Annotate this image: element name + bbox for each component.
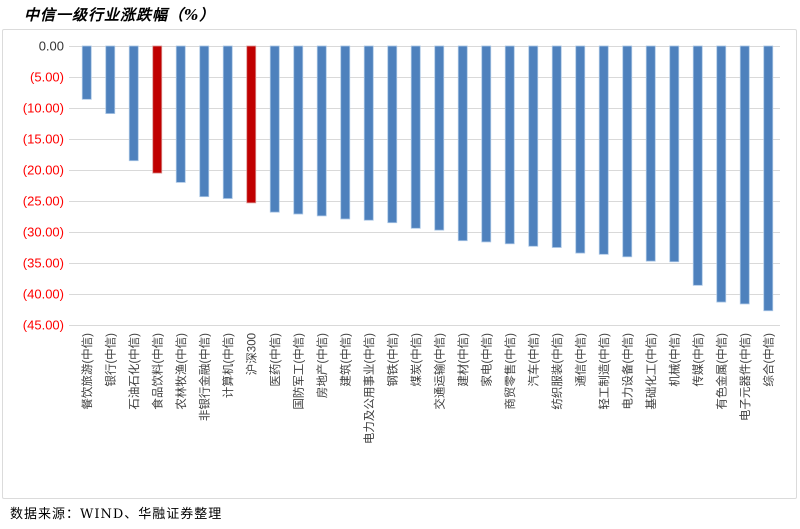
category-label: 国防军工(中信) [291, 333, 305, 410]
category-label: 电力设备(中信) [620, 333, 634, 410]
chart-bar [692, 45, 703, 286]
chart-bar [152, 45, 163, 174]
chart-title: 中信一级行业涨跌幅（%） [24, 6, 216, 24]
chart-bar [622, 45, 633, 258]
chart-bar [293, 45, 304, 215]
category-label: 银行(中信) [103, 333, 117, 387]
chart-bar [222, 45, 233, 199]
category-label: 轻工制造(中信) [597, 333, 611, 410]
chart-bar [645, 45, 656, 262]
chart-bar [316, 45, 327, 217]
y-axis-tick-label: (20.00) [23, 163, 64, 178]
y-axis-tick-label: (25.00) [23, 194, 64, 209]
chart-bar [269, 45, 280, 213]
category-label: 综合(中信) [761, 333, 775, 387]
chart-bar [387, 45, 398, 224]
chart-bar [175, 45, 186, 183]
y-axis-tick-label: (40.00) [23, 287, 64, 302]
y-axis-tick-label: (5.00) [30, 70, 64, 85]
category-label: 餐饮旅游(中信) [80, 333, 94, 410]
chart-bar [551, 45, 562, 248]
chart-bar [481, 45, 492, 243]
chart-bar [528, 45, 539, 247]
chart-bar [199, 45, 210, 198]
chart-bar [504, 45, 515, 245]
category-label: 纺织服装(中信) [550, 333, 564, 410]
category-label: 有色金属(中信) [714, 333, 728, 410]
category-label: 钢铁(中信) [386, 333, 399, 387]
chart-bar [363, 45, 374, 221]
category-label: 房地产(中信) [315, 333, 329, 398]
data-source-note: 数据来源：WIND、华融证券整理 [10, 507, 223, 522]
chart-bar [128, 45, 139, 162]
chart-bar [105, 45, 116, 114]
category-label: 煤炭(中信) [410, 333, 423, 387]
category-label: 商贸零售(中信) [503, 333, 517, 410]
chart-bar [575, 45, 586, 254]
category-label: 计算机(中信) [221, 333, 235, 398]
category-label: 机械(中信) [667, 333, 681, 387]
chart-bar [81, 45, 92, 100]
category-label: 石油石化(中信) [127, 333, 141, 410]
category-label: 农林牧渔(中信) [174, 333, 188, 410]
y-axis-tick-label: (45.00) [23, 318, 64, 333]
chart-bar [598, 45, 609, 255]
chart-bar [669, 45, 680, 263]
category-label: 通信(中信) [574, 333, 587, 387]
category-label: 建材(中信) [456, 333, 470, 387]
category-label: 非银行金融(中信) [197, 333, 211, 421]
chart-bar [434, 45, 445, 231]
chart-bar [457, 45, 468, 242]
category-label: 电子元器件(中信) [738, 333, 752, 421]
y-axis-tick-label: (30.00) [23, 225, 64, 240]
category-label: 食品饮料(中信) [150, 333, 164, 410]
chart-bar [410, 45, 421, 229]
category-label: 家电(中信) [479, 333, 493, 387]
chart-bar [716, 45, 727, 303]
y-axis-tick-label: (10.00) [23, 101, 64, 116]
category-label: 沪深300 [244, 333, 258, 375]
category-label: 汽车(中信) [526, 333, 540, 387]
y-axis-tick-label: (15.00) [23, 132, 64, 147]
category-label: 传媒(中信) [691, 333, 705, 387]
category-label: 电力及公用事业(中信) [363, 333, 376, 444]
chart-bar [739, 45, 750, 305]
category-label: 建筑(中信) [338, 333, 352, 387]
y-axis-tick-label: 0.00 [39, 39, 64, 54]
category-label: 基础化工(中信) [644, 333, 658, 410]
category-label: 交通运输(中信) [432, 333, 446, 410]
chart-bar [246, 45, 257, 204]
chart-bar [340, 45, 351, 220]
chart-bar [763, 45, 774, 312]
y-axis-tick-label: (35.00) [23, 256, 64, 271]
category-label: 医药(中信) [269, 333, 282, 387]
